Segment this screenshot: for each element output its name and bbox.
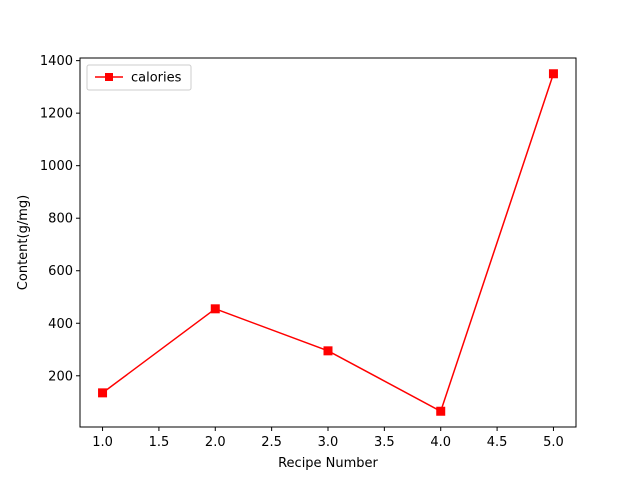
x-tick-label: 4.0 (430, 435, 451, 450)
data-point (210, 304, 220, 314)
y-tick-label: 1400 (40, 54, 73, 69)
x-tick-label: 3.5 (374, 435, 395, 450)
plot-frame (79, 57, 577, 428)
x-tick-label: 5.0 (543, 435, 564, 450)
x-axis-label: Recipe Number (278, 456, 378, 471)
y-tick-label: 1200 (40, 107, 73, 122)
y-tick-label: 600 (48, 264, 73, 279)
x-tick-label: 2.0 (205, 435, 226, 450)
y-tick-label: 400 (48, 317, 73, 332)
legend-label-calories: calories (131, 71, 182, 86)
x-axis: 1.0 1.5 2.0 2.5 3.0 3.5 4.0 4.5 5.0 (92, 427, 564, 450)
x-tick-label: 1.0 (92, 435, 113, 450)
data-point (323, 346, 333, 356)
x-tick-label: 1.5 (149, 435, 170, 450)
y-tick-label: 1000 (40, 159, 73, 174)
x-tick-label: 3.0 (318, 435, 339, 450)
data-point (548, 69, 558, 79)
legend-box (86, 64, 192, 91)
x-tick-label: 2.5 (261, 435, 282, 450)
y-axis: 200 400 600 800 1000 1200 1400 (40, 54, 80, 384)
y-axis-label: Content(g/mg) (16, 195, 31, 290)
legend-marker (105, 73, 113, 81)
legend: calories (86, 64, 192, 91)
x-tick-label: 4.5 (487, 435, 508, 450)
series-layer (98, 69, 558, 416)
y-tick-label: 200 (48, 369, 73, 384)
data-point (98, 388, 108, 398)
y-tick-label: 800 (48, 212, 73, 227)
data-point (436, 406, 446, 416)
